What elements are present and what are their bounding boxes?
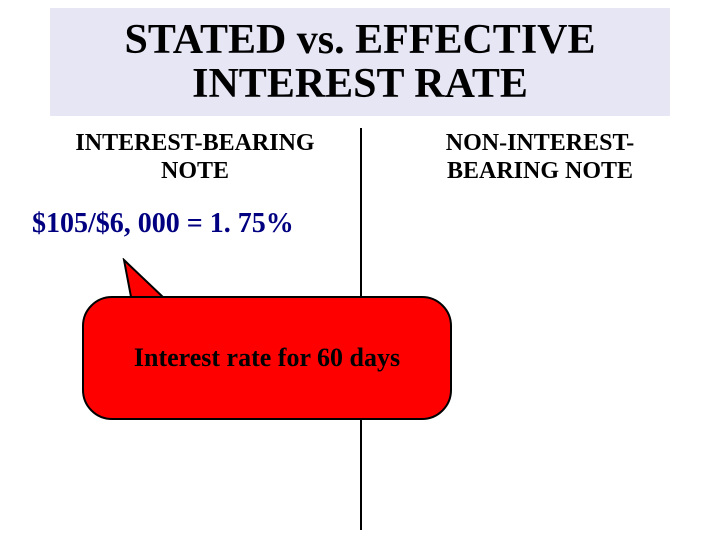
title-box: STATED vs. EFFECTIVE INTEREST RATE <box>50 8 670 116</box>
column-header-left-line1: INTEREST-BEARING <box>40 130 350 158</box>
column-header-right: NON-INTEREST- BEARING NOTE <box>390 130 690 185</box>
calculation-text: $105/$6, 000 = 1. 75% <box>32 208 294 240</box>
column-header-right-line2: BEARING NOTE <box>390 158 690 186</box>
column-header-left-line2: NOTE <box>40 158 350 186</box>
column-header-left: INTEREST-BEARING NOTE <box>40 130 350 185</box>
callout: Interest rate for 60 days <box>82 260 452 420</box>
callout-body: Interest rate for 60 days <box>82 296 452 420</box>
title-line-2: INTEREST RATE <box>192 62 528 106</box>
title-line-1: STATED vs. EFFECTIVE <box>124 18 595 62</box>
callout-text: Interest rate for 60 days <box>134 343 400 373</box>
column-header-right-line1: NON-INTEREST- <box>390 130 690 158</box>
